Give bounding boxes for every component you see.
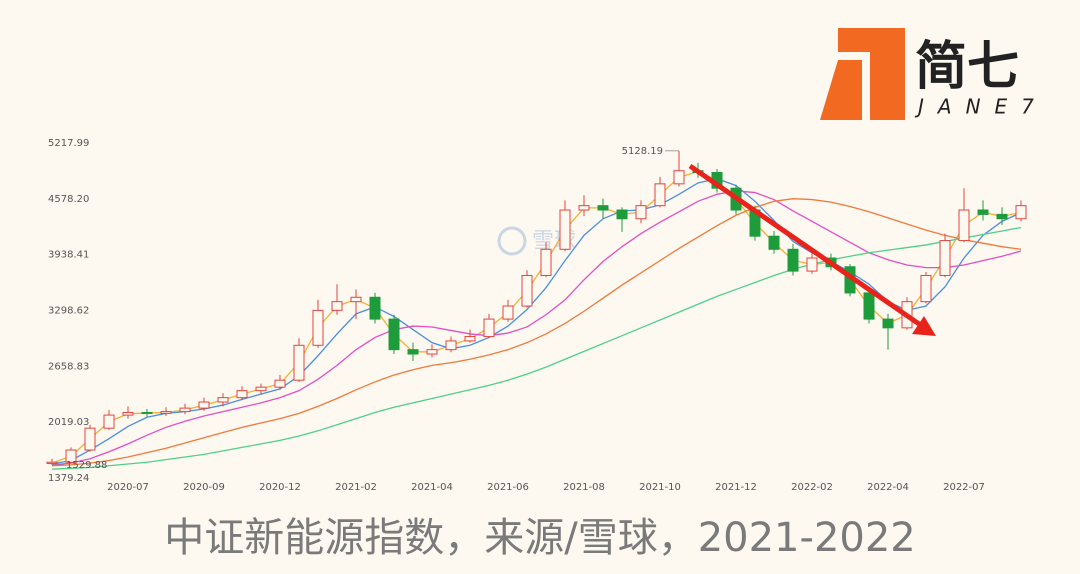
candle-body: [179, 407, 191, 413]
candle-body: [407, 349, 419, 355]
candle-body: [958, 209, 970, 242]
candle-body: [673, 170, 685, 185]
candle-body: [369, 296, 381, 320]
candle-body: [103, 414, 115, 429]
candle-body: [141, 411, 153, 414]
trend-arrow-head: [912, 316, 936, 336]
candle-body: [122, 411, 134, 416]
candle-body: [331, 301, 343, 311]
candle-body: [597, 205, 609, 211]
candle-body: [217, 397, 229, 403]
candle-body: [616, 209, 628, 220]
x-tick-label: 2021-04: [411, 482, 453, 493]
candle-body: [388, 318, 400, 351]
candle-body: [198, 401, 210, 409]
moving-average-line: [51, 170, 1022, 464]
logo-name: 简七: [915, 37, 1019, 97]
logo-mark: [838, 28, 905, 120]
x-tick-label: 2022-02: [791, 482, 833, 493]
y-tick-label: 3298.62: [48, 305, 89, 316]
candle-body: [578, 205, 590, 211]
candle-body: [559, 209, 571, 250]
moving-average-line: [51, 198, 1022, 467]
x-tick-label: 2021-10: [639, 482, 681, 493]
candle-body: [502, 305, 514, 320]
x-tick-label: 2021-12: [715, 482, 757, 493]
candle-body: [464, 336, 476, 342]
moving-average-line: [51, 177, 1022, 465]
max-label: 5128.19: [622, 146, 663, 157]
candle-body: [350, 296, 362, 303]
watermark-icon: [497, 226, 527, 256]
trend-arrow: [688, 163, 924, 329]
x-tick-label: 2022-04: [867, 482, 909, 493]
candle-body: [483, 318, 495, 338]
logo-sub: JANE7: [914, 95, 1048, 119]
candle-body: [255, 386, 267, 392]
candle-body: [996, 213, 1008, 220]
logo-mark: [820, 60, 862, 120]
candle-body: [939, 240, 951, 276]
y-tick-label: 5217.99: [48, 138, 89, 149]
y-tick-label: 1379.24: [48, 473, 89, 484]
candle-body: [445, 340, 457, 351]
y-tick-label: 2019.03: [48, 417, 89, 428]
moving-average-line: [51, 226, 1022, 470]
candle-body: [787, 248, 799, 272]
min-label: 1529.88: [66, 460, 107, 471]
y-tick-label: 4578.20: [48, 194, 89, 205]
chart-title: 中证新能源指数，来源/雪球，2021-2022: [164, 515, 916, 561]
candle-body: [920, 274, 932, 303]
candle-body: [521, 274, 533, 307]
candle-body: [768, 235, 780, 250]
candle-body: [882, 318, 894, 329]
x-tick-label: 2021-02: [335, 482, 377, 493]
candle-body: [293, 344, 305, 381]
plot: 1379.24 2019.03 2658.83 3298.62 3938.41 4578.…: [46, 138, 1027, 493]
x-tick-label: 2020-09: [183, 482, 225, 493]
candle-body: [654, 183, 666, 207]
candle-body: [977, 209, 989, 215]
candle-body: [84, 427, 96, 451]
y-tick-label: 3938.41: [48, 250, 89, 261]
candle-body: [806, 257, 818, 272]
candle-body: [426, 349, 438, 355]
candle-body: [1015, 205, 1027, 220]
y-tick-label: 2658.83: [48, 361, 89, 372]
candle-body: [863, 292, 875, 320]
candle-body: [46, 461, 58, 465]
x-tick-label: 2020-12: [259, 482, 301, 493]
x-tick-label: 2020-07: [107, 482, 149, 493]
x-tick-label: 2021-06: [487, 482, 529, 493]
candle-body: [635, 205, 647, 220]
candle-body: [160, 411, 172, 414]
candle-body: [274, 379, 286, 388]
x-tick-label: 2022-07: [943, 482, 985, 493]
candle-body: [65, 449, 77, 463]
candle-body: [236, 390, 248, 399]
candle-body: [312, 309, 324, 346]
moving-average-line: [51, 190, 1022, 466]
x-tick-label: 2021-08: [563, 482, 605, 493]
candle-body: [540, 248, 552, 276]
